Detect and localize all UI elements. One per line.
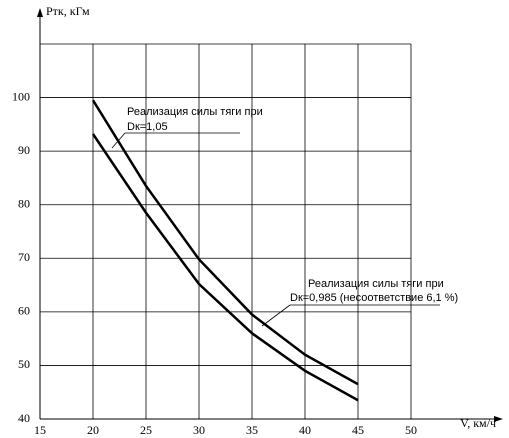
- x-tick-label: 35: [246, 423, 258, 437]
- x-tick-label: 20: [87, 423, 99, 437]
- curve: [91, 133, 359, 402]
- y-tick-label: 40: [18, 411, 30, 425]
- annotation: Реализация силы тяги при: [127, 106, 263, 118]
- annotation: Dк=0,985 (несоответствие 6,1 %): [290, 292, 458, 304]
- x-axis-label: V, км/ч: [460, 416, 496, 430]
- annotation-leader: [111, 132, 126, 149]
- y-arrow: [37, 8, 43, 17]
- x-tick-label: 25: [140, 423, 152, 437]
- x-arrow: [494, 416, 503, 422]
- curve: [91, 99, 359, 386]
- x-tick-label: 50: [405, 423, 417, 437]
- y-tick-label: 80: [18, 196, 30, 210]
- y-tick-label: 50: [18, 357, 30, 371]
- y-axis-label: Pтк, кГм: [46, 4, 90, 18]
- x-tick-label: 15: [34, 423, 46, 437]
- annotation: Реализация силы тяги при: [308, 278, 444, 290]
- x-tick-label: 45: [352, 423, 364, 437]
- y-tick-label: 60: [18, 304, 30, 318]
- annotation-leader: [261, 304, 291, 327]
- x-tick-label: 30: [193, 423, 205, 437]
- y-tick-label: 90: [18, 143, 30, 157]
- y-tick-label: 70: [18, 250, 30, 264]
- x-tick-label: 40: [299, 423, 311, 437]
- y-tick-label: 100: [12, 89, 30, 103]
- annotation: Dк=1,05: [127, 121, 168, 133]
